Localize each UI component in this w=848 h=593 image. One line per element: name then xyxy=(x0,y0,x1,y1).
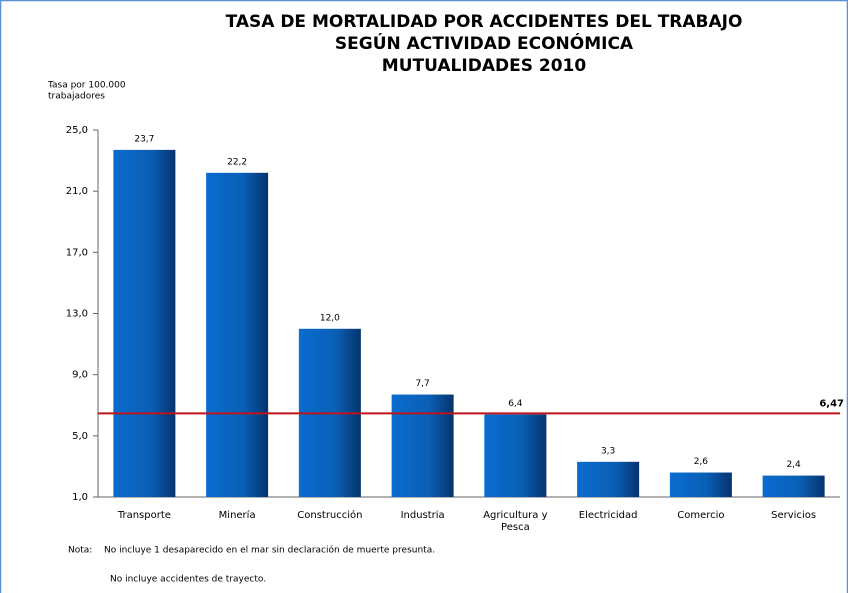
value-label: 6,4 xyxy=(508,399,523,409)
bar xyxy=(484,414,547,497)
value-label: 2,4 xyxy=(786,460,801,470)
note: No incluye accidentes de trayecto. xyxy=(110,575,266,585)
bar xyxy=(762,475,825,497)
x-tick-label: Agricultura y Pesca xyxy=(483,510,548,533)
y-tick-label: 17,0 xyxy=(66,247,88,258)
value-label: 12,0 xyxy=(320,313,340,323)
y-tick-label: 1,0 xyxy=(72,492,88,503)
x-tick-label: Servicios xyxy=(771,510,817,521)
y-tick-label: 25,0 xyxy=(66,125,88,136)
y-tick-label: 21,0 xyxy=(66,186,88,197)
note: No incluye 1 desaparecido en el mar sin … xyxy=(104,545,435,556)
reference-label: 6,47 xyxy=(819,398,844,409)
bar xyxy=(206,172,269,498)
y-axis-label: trabajadores xyxy=(48,92,105,102)
bar xyxy=(669,472,732,497)
y-tick-label: 9,0 xyxy=(72,370,88,381)
x-tick-label: Transporte xyxy=(117,510,171,521)
chart-title: TASA DE MORTALIDAD POR ACCIDENTES DEL TR… xyxy=(226,12,743,32)
x-tick-label: Comercio xyxy=(677,510,725,521)
chart-title: SEGÚN ACTIVIDAD ECONÓMICA xyxy=(335,32,634,54)
x-tick-label: Industria xyxy=(400,510,445,521)
bar xyxy=(577,461,640,497)
chart-title: MUTUALIDADES 2010 xyxy=(382,56,587,76)
x-tick-label: Electricidad xyxy=(578,510,638,521)
value-label: 22,2 xyxy=(227,157,247,167)
value-label: 3,3 xyxy=(601,446,615,456)
y-axis-label: Tasa por 100.000 xyxy=(47,81,126,91)
value-label: 23,7 xyxy=(134,134,154,144)
y-tick-label: 5,0 xyxy=(72,431,88,442)
y-tick-label: 13,0 xyxy=(66,309,88,320)
value-label: 2,6 xyxy=(694,457,709,467)
bar xyxy=(113,149,176,498)
x-tick-label: Minería xyxy=(218,510,256,521)
x-tick-label: Construcción xyxy=(297,510,363,521)
value-label: 7,7 xyxy=(415,379,429,389)
note-label: Nota: xyxy=(68,546,92,556)
bar xyxy=(391,394,454,497)
